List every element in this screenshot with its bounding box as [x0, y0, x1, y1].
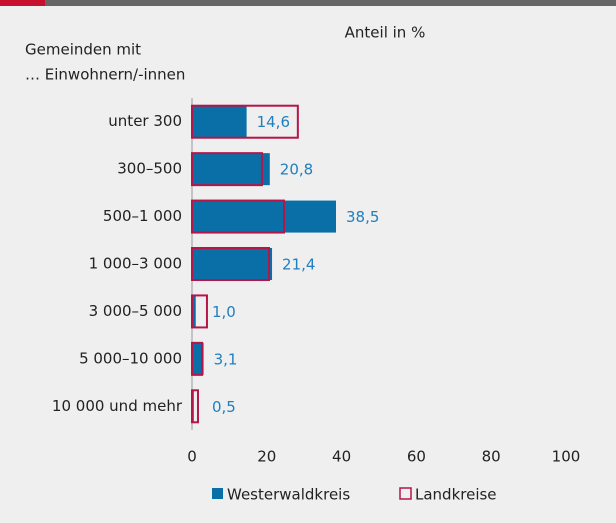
bar: [192, 295, 196, 328]
bar: [191, 389, 199, 424]
axis-label: Gemeinden mit: [25, 41, 141, 59]
bar: [192, 105, 247, 138]
bar: [191, 104, 299, 139]
bar: [192, 200, 336, 233]
legend-swatch: [212, 488, 223, 499]
x-tick-label: 40: [332, 448, 351, 466]
x-tick-label: 20: [257, 448, 276, 466]
value-label: 21,4: [282, 256, 315, 274]
value-label: 1,0: [212, 303, 236, 321]
bar: [191, 294, 208, 329]
chart-title: Anteil in %: [345, 24, 426, 42]
bar: [191, 247, 271, 281]
x-tick-label: 0: [187, 448, 197, 466]
x-tick-label: 100: [552, 448, 581, 466]
header-strip: [0, 0, 616, 6]
y-tick-label: unter 300: [108, 112, 182, 130]
value-label: 3,1: [214, 350, 238, 368]
y-tick-label: 1 000–3 000: [89, 255, 182, 273]
bar: [191, 341, 204, 376]
value-label: 38,5: [346, 208, 379, 226]
bar: [192, 342, 204, 375]
y-tick-label: 300–500: [117, 160, 182, 178]
bar: [191, 199, 286, 234]
y-tick-label: 500–1 000: [103, 207, 182, 225]
y-tick-label: 10 000 und mehr: [52, 397, 183, 415]
header-accent: [0, 0, 45, 6]
x-tick-label: 80: [482, 448, 501, 466]
value-label: 0,5: [212, 398, 236, 416]
bar: [192, 248, 273, 280]
value-label: 20,8: [280, 161, 313, 179]
axis-label: … Einwohnern/-innen: [25, 66, 185, 84]
y-tick-label: 5 000–10 000: [79, 349, 182, 367]
x-tick-label: 60: [407, 448, 426, 466]
legend-label: Westerwaldkreis: [227, 486, 350, 504]
legend-swatch: [399, 487, 412, 500]
legend-label: Landkreise: [415, 486, 497, 504]
value-label: 14,6: [257, 113, 290, 131]
y-tick-label: 3 000–5 000: [89, 302, 182, 320]
bar: [191, 152, 263, 187]
bar: [192, 153, 270, 186]
